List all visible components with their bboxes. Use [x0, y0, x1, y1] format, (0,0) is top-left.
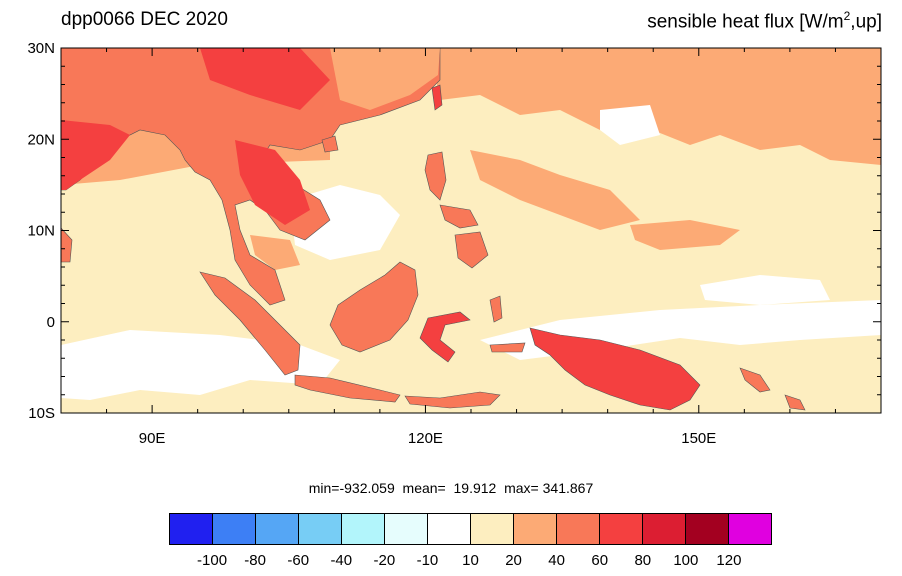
lon-tick-label: 150E	[681, 430, 716, 447]
landmass-lesser-sunda	[404, 391, 501, 409]
landmass-himalaya-hot	[200, 48, 330, 110]
lat-tick-label: 10S	[28, 405, 55, 422]
colorbar-label: 40	[548, 552, 565, 569]
colorbar-label: 100	[673, 552, 699, 569]
axis-labels: 30N 20N 10N 0 10S 90E 120E 150E	[27, 40, 716, 447]
landmass-solomon	[784, 394, 806, 411]
axis-ticks	[60, 47, 882, 414]
lon-tick-label: 120E	[408, 430, 443, 447]
colorbar-box	[557, 514, 600, 544]
colorbar-box	[600, 514, 643, 544]
map-figure: 30N 20N 10N 0 10S 90E 120E 150E	[27, 40, 882, 447]
landmass-taiwan	[431, 84, 443, 111]
colorbar-box	[729, 514, 771, 544]
colorbar-label: -80	[244, 552, 266, 569]
lat-tick-label: 0	[47, 314, 55, 331]
title-right-superscript: 2	[843, 9, 851, 23]
landmass-luzon	[424, 151, 447, 201]
warm-ocean-north	[430, 48, 881, 165]
colorbar-label: 120	[716, 552, 742, 569]
title-right-prefix: sensible heat flux [W/m	[647, 11, 844, 33]
plot-title-right: sensible heat flux [W/m2,up]	[647, 9, 882, 33]
colorbar-box	[385, 514, 428, 544]
landmass-india-hot	[61, 120, 130, 190]
landmass-sri-lanka	[61, 227, 73, 263]
colorbar-box	[643, 514, 686, 544]
colorbar-label: 20	[505, 552, 522, 569]
colorbar-box	[342, 514, 385, 544]
neutral-ocean-east	[700, 275, 830, 305]
field-statistics: min=-932.059 mean= 19.912 max= 341.867	[308, 480, 594, 496]
landmass-sumatra	[199, 271, 301, 376]
colorbar-box	[299, 514, 342, 544]
lat-tick-label: 20N	[27, 131, 55, 148]
landmass-bismarck	[739, 367, 771, 393]
warm-ocean-patch-1	[470, 150, 640, 230]
lon-tick-label: 90E	[139, 430, 166, 447]
lat-tick-label: 30N	[27, 40, 55, 57]
colorbar-box	[471, 514, 514, 544]
colorbar-box	[256, 514, 299, 544]
landmass-halmahera	[489, 295, 503, 323]
warm-ocean-patch-3	[250, 235, 300, 270]
landmass-borneo	[329, 261, 419, 353]
colorbar-label: 10	[462, 552, 479, 569]
plot-title-left: dpp0066 DEC 2020	[61, 9, 228, 30]
colorbar-label: -100	[197, 552, 228, 569]
landmass-visayas	[439, 204, 479, 229]
colorbar-box	[428, 514, 471, 544]
neutral-ocean-northeast	[600, 105, 660, 145]
colorbar-box	[514, 514, 557, 544]
landmass-new-guinea	[529, 327, 701, 411]
landmass-indochina-hot	[235, 140, 310, 225]
colorbar-label: 80	[634, 552, 652, 569]
lat-tick-label: 10N	[27, 223, 55, 240]
warm-ocean-patch-2	[630, 220, 740, 250]
colorbar-labels: -100 -80 -60 -40 -20 -10 10 20 40 60 80 100 120	[169, 552, 772, 572]
colorbar-label: -60	[287, 552, 310, 569]
landmass-seram	[489, 342, 526, 353]
landmass-java	[294, 374, 401, 403]
colorbar-box	[686, 514, 729, 544]
landmass-hainan	[321, 135, 339, 153]
colorbar	[169, 513, 772, 545]
colorbar-label: -10	[416, 552, 439, 569]
colorbar-label: -40	[330, 552, 353, 569]
landmass-china-east	[330, 48, 440, 110]
colorbar-label: 60	[591, 552, 609, 569]
landmass-mindanao	[454, 231, 489, 269]
colorbar-box	[213, 514, 256, 544]
map-field	[61, 48, 881, 413]
landmass-sulawesi	[419, 311, 471, 363]
colorbar-label: -20	[373, 552, 396, 569]
title-right-suffix: ,up]	[850, 11, 882, 33]
colorbar-box	[170, 514, 213, 544]
